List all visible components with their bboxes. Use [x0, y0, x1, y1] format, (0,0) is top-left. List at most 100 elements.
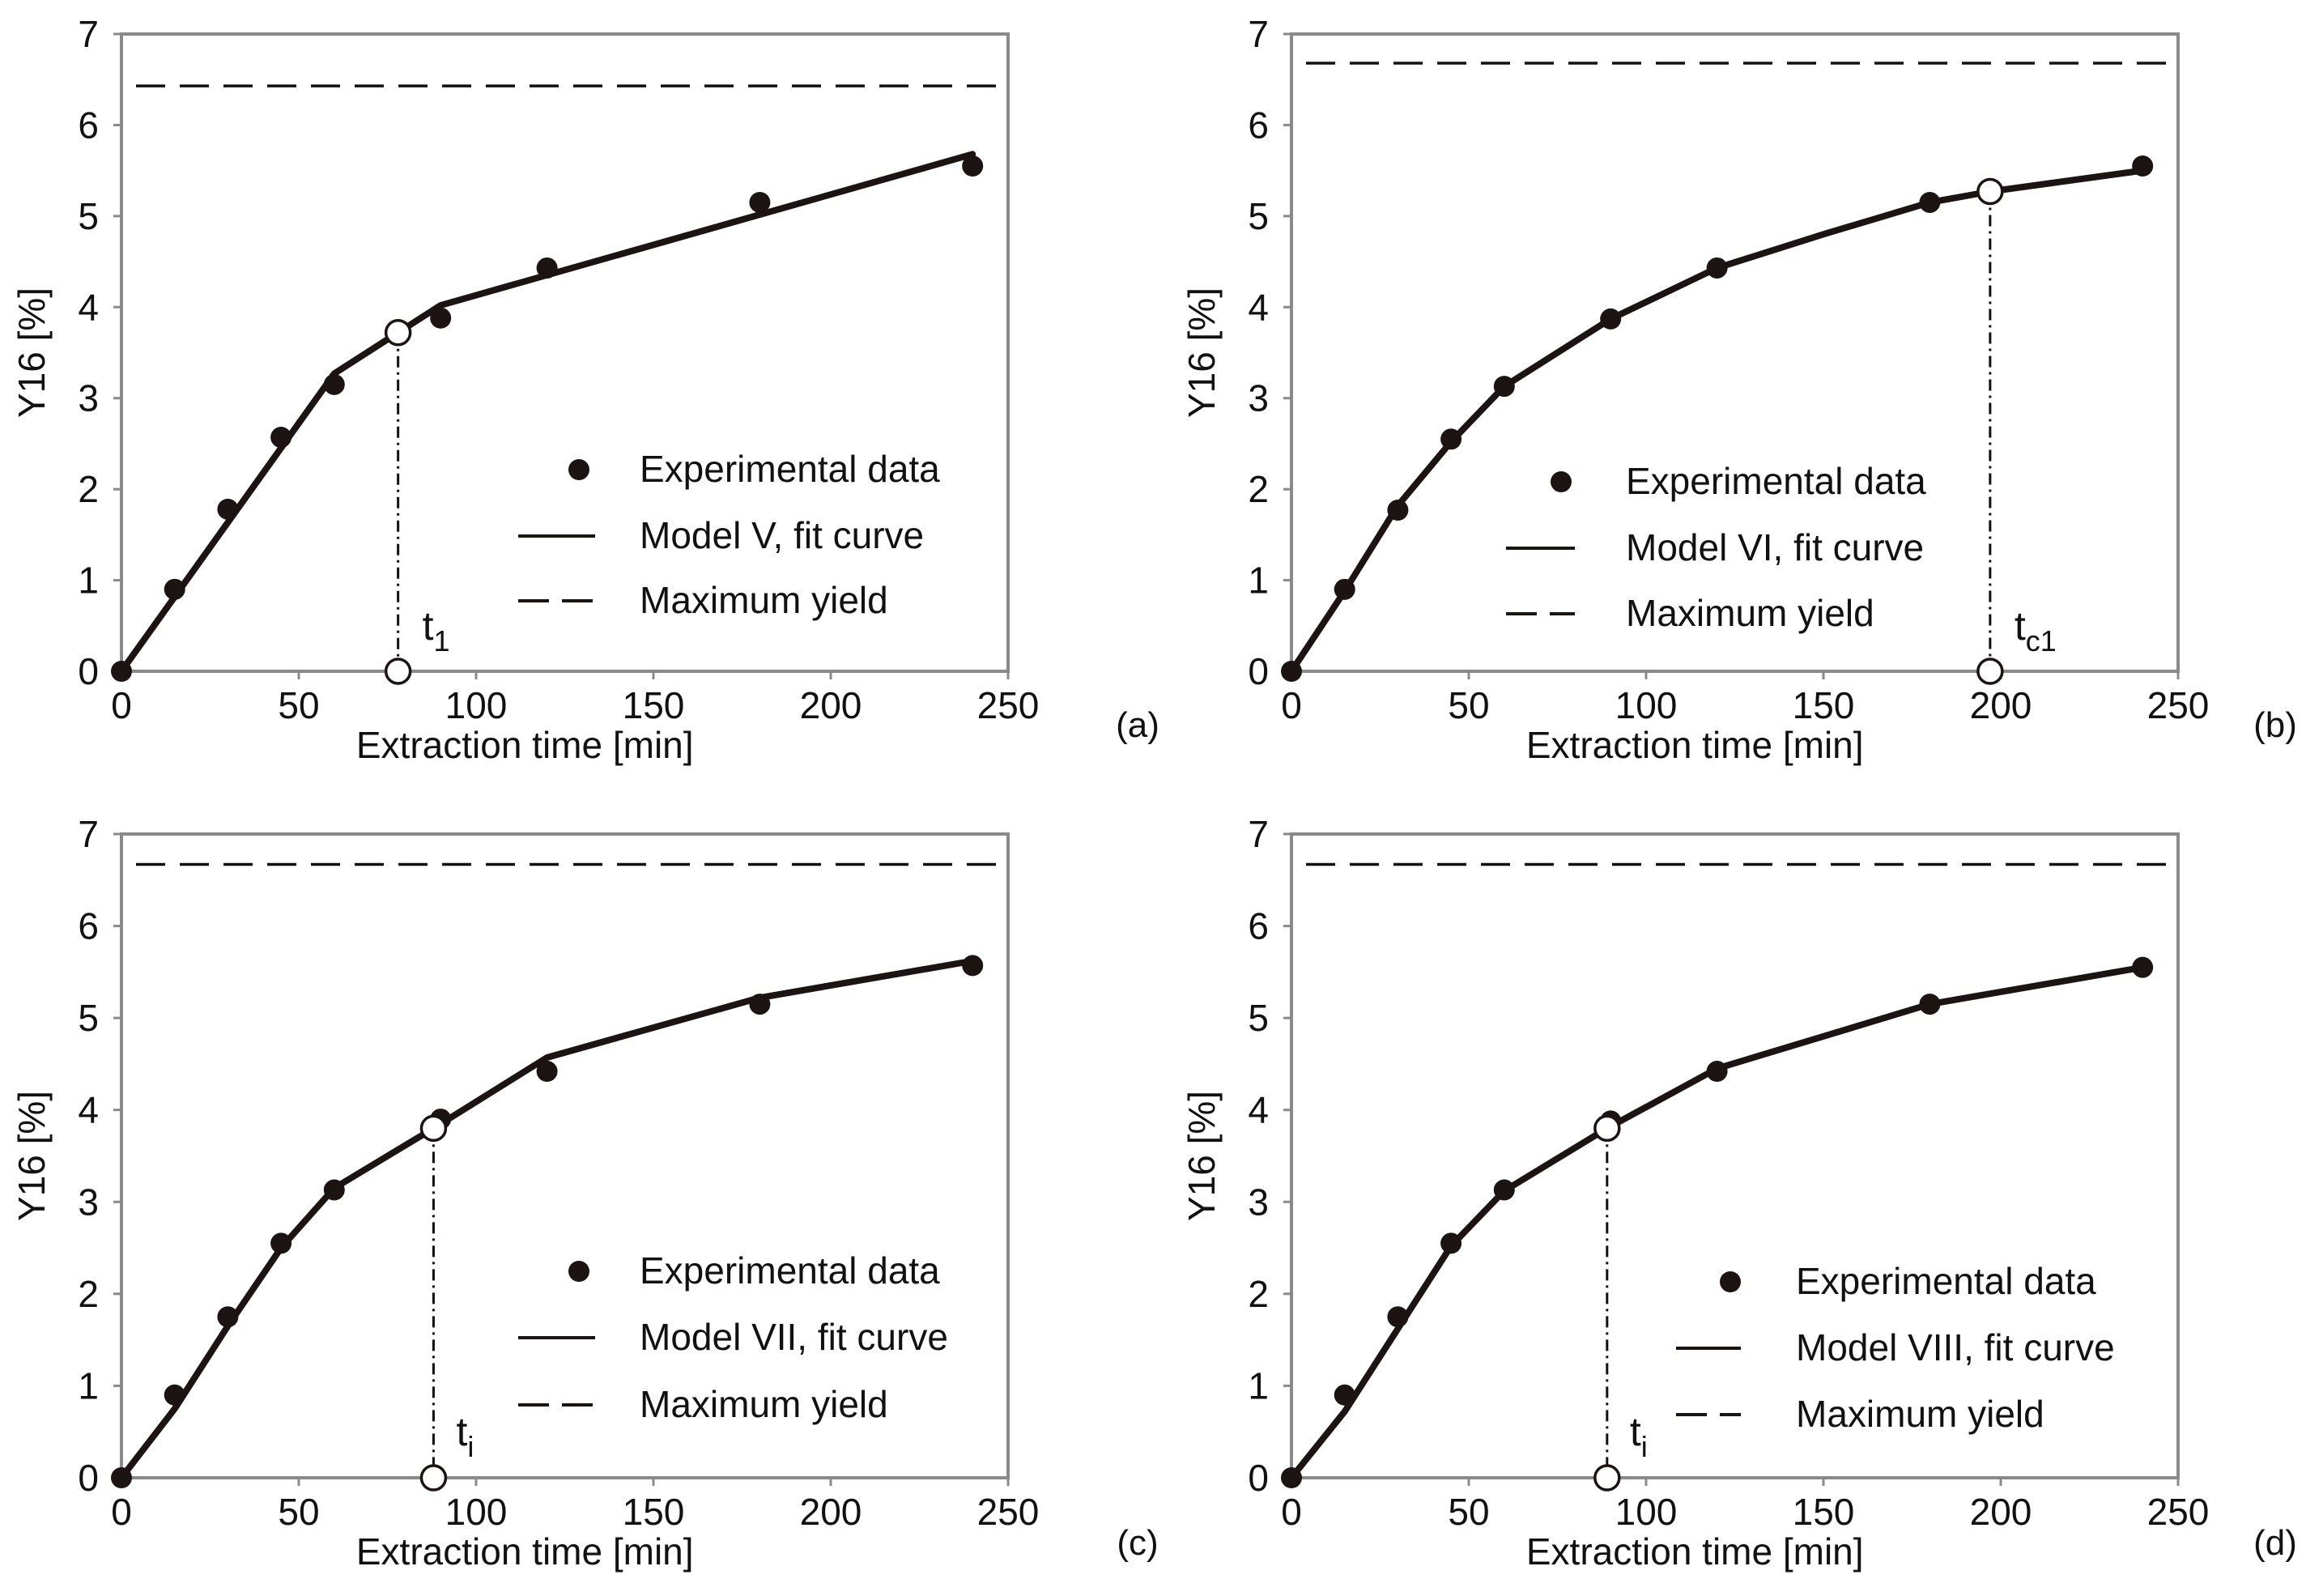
y-tick-label: 3 [1248, 1181, 1269, 1223]
experimental-point [962, 955, 984, 977]
marker-axis-point [384, 658, 412, 685]
marker-label-sub: i [467, 1430, 474, 1463]
marker-point [384, 319, 412, 347]
experimental-point [1919, 191, 1941, 213]
experimental-point [270, 1232, 292, 1254]
experimental-point [536, 257, 558, 279]
legend-max-label: Maximum yield [640, 1383, 888, 1425]
marker-label-main: t [2015, 603, 2026, 649]
experimental-point [1600, 308, 1622, 330]
x-tick-label: 250 [977, 684, 1040, 726]
chart-panel-4: 0 50 100 150 200 250 0 1 2 3 4 5 6 7 Extraction time [… [1181, 813, 2297, 1573]
plot-frame [120, 32, 1010, 673]
experimental-point [1334, 1384, 1355, 1406]
y-tick-label: 3 [78, 1181, 99, 1223]
y-tick-label: 5 [78, 997, 99, 1039]
y-tick-label: 4 [78, 1089, 99, 1131]
chart-panel-3: 0 50 100 150 200 250 0 1 2 3 4 5 6 7 Extraction time [… [11, 813, 1159, 1573]
legend-max-label: Maximum yield [1626, 592, 1874, 634]
marker-axis-point [1976, 658, 2004, 685]
y-tick-label: 5 [1248, 997, 1269, 1039]
chart-panel-2: 0 50 100 150 200 250 0 1 2 3 4 5 6 7 Extraction time [… [1181, 13, 2297, 766]
x-tick-label: 100 [445, 684, 508, 726]
legend-experimental-symbol [568, 459, 589, 480]
y-tick-label: 6 [78, 905, 99, 947]
y-tick-label: 7 [78, 13, 99, 55]
marker-label: ti [1630, 1409, 1648, 1463]
experimental-point [536, 1061, 558, 1083]
x-tick-label: 100 [445, 1491, 508, 1533]
marker-label: tc1 [2015, 603, 2057, 658]
x-tick-label: 50 [1448, 1491, 1489, 1533]
legend-max-label: Maximum yield [1796, 1393, 2044, 1435]
legend-experimental-symbol [1720, 1271, 1741, 1292]
x-tick-label: 200 [1970, 684, 2032, 726]
marker-label-sub: 1 [434, 624, 450, 658]
legend-experimental-symbol [1551, 471, 1572, 492]
y-tick-label: 5 [1248, 195, 1269, 237]
legend-fit-label: Model V, fit curve [640, 514, 924, 556]
y-axis-label: Y16 [%] [11, 287, 53, 418]
y-tick-label: 6 [78, 104, 99, 146]
x-tick-label: 250 [2147, 684, 2210, 726]
experimental-point [323, 373, 345, 395]
x-tick-label: 0 [1281, 1491, 1302, 1533]
legend-experimental-symbol [568, 1261, 589, 1282]
experimental-point [1919, 994, 1941, 1015]
plot-frame [1290, 32, 2180, 673]
experimental-point [749, 994, 771, 1015]
marker-label-main: t [423, 603, 434, 649]
experimental-point [1440, 1232, 1462, 1254]
experimental-point [962, 155, 984, 177]
x-tick-label: 50 [1448, 684, 1489, 726]
experimental-point [217, 498, 239, 520]
x-tick-label: 200 [1970, 1491, 2032, 1533]
y-tick-label: 2 [78, 468, 99, 510]
experimental-point [2132, 155, 2154, 177]
y-tick-label: 0 [78, 1457, 99, 1499]
experimental-point [1334, 578, 1355, 600]
experimental-point [2132, 956, 2154, 978]
x-tick-label: 150 [623, 1491, 685, 1533]
experimental-point [1281, 661, 1302, 682]
marker-label-sub: c1 [2026, 624, 2057, 658]
y-tick-label: 4 [1248, 1089, 1269, 1131]
experimental-point [430, 307, 452, 329]
marker-axis-point [419, 1464, 448, 1492]
legend-experimental-label: Experimental data [1796, 1260, 2096, 1302]
legend-fit-label: Model VIII, fit curve [1796, 1326, 2115, 1368]
x-tick-label: 250 [2147, 1491, 2210, 1533]
experimental-point [164, 1384, 185, 1406]
y-tick-label: 1 [1248, 1364, 1269, 1407]
x-axis-label: Extraction time [min] [1526, 724, 1864, 766]
y-tick-label: 7 [1248, 13, 1269, 55]
y-tick-label: 0 [1248, 650, 1269, 692]
y-tick-label: 4 [1248, 286, 1269, 328]
y-tick-label: 3 [78, 377, 99, 419]
chart-panel-1: 0 50 100 150 200 250 0 1 2 3 4 5 6 7 Extraction time [… [11, 13, 1159, 766]
experimental-point [1387, 500, 1409, 521]
experimental-point [1706, 1061, 1728, 1083]
marker-label: ti [456, 1409, 474, 1463]
marker-label: t1 [423, 603, 450, 658]
y-tick-label: 2 [1248, 1273, 1269, 1315]
y-tick-label: 0 [78, 650, 99, 692]
legend-fit-label: Model VI, fit curve [1626, 526, 1924, 568]
x-tick-label: 150 [1793, 684, 1855, 726]
marker-label-main: t [456, 1409, 467, 1454]
y-tick-label: 3 [1248, 377, 1269, 419]
y-tick-label: 0 [1248, 1457, 1269, 1499]
experimental-point [111, 661, 132, 682]
marker-axis-point [1593, 1464, 1621, 1492]
y-tick-label: 7 [78, 813, 99, 855]
y-tick-label: 6 [1248, 104, 1269, 146]
x-tick-label: 250 [977, 1491, 1040, 1533]
marker-label-main: t [1630, 1409, 1641, 1454]
y-axis-label: Y16 [%] [11, 1091, 53, 1221]
y-tick-label: 1 [1248, 560, 1269, 602]
experimental-point [217, 1306, 239, 1328]
x-tick-label: 0 [1281, 684, 1302, 726]
x-axis-label: Extraction time [min] [1526, 1530, 1864, 1573]
x-tick-label: 100 [1615, 1491, 1678, 1533]
